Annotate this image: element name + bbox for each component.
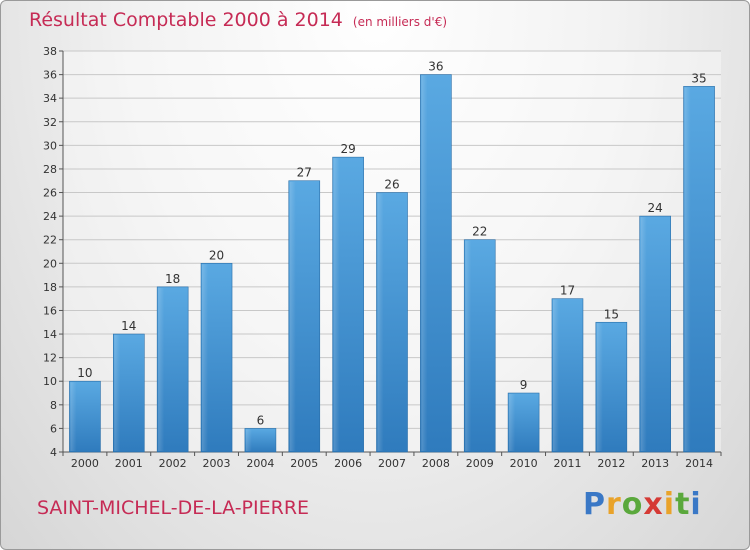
- x-tick-label-2013: 2013: [641, 457, 669, 470]
- chart-unit: (en milliers d'€): [352, 15, 448, 29]
- y-tick-label: 28: [43, 163, 57, 176]
- bar-highlight: [289, 181, 296, 451]
- bar-highlight: [377, 193, 384, 451]
- chart-title-text: Résultat Comptable 2000 à 2014: [29, 9, 343, 31]
- bar-highlight: [114, 335, 121, 451]
- bar-highlight: [684, 87, 691, 451]
- data-label-2012: 15: [604, 307, 619, 321]
- bar-highlight: [202, 264, 209, 451]
- logo-letter: o: [621, 487, 644, 522]
- y-tick-label: 24: [43, 210, 57, 223]
- data-label-2009: 22: [472, 225, 487, 239]
- y-tick-label: 12: [43, 352, 57, 365]
- bar-highlight: [552, 299, 559, 451]
- proxiti-logo[interactable]: Proxiti: [583, 487, 702, 522]
- y-tick-label: 38: [43, 45, 57, 58]
- logo-letter: P: [583, 487, 606, 522]
- data-label-2004: 6: [257, 413, 265, 427]
- x-tick-label-2002: 2002: [159, 457, 187, 470]
- data-label-2010: 9: [520, 378, 528, 392]
- y-tick-label: 22: [43, 234, 57, 247]
- data-label-2014: 35: [691, 71, 706, 85]
- data-label-2001: 14: [121, 319, 136, 333]
- x-tick-label-2007: 2007: [378, 457, 406, 470]
- x-tick-label-2005: 2005: [290, 457, 318, 470]
- y-tick-label: 6: [50, 422, 57, 435]
- bar-highlight: [333, 158, 340, 451]
- x-tick-label-2014: 2014: [685, 457, 713, 470]
- y-tick-label: 16: [43, 304, 57, 317]
- logo-letter: r: [606, 487, 622, 522]
- data-label-2002: 18: [165, 272, 180, 286]
- y-tick-label: 18: [43, 281, 57, 294]
- x-tick-label-2008: 2008: [422, 457, 450, 470]
- data-label-2005: 27: [297, 166, 312, 180]
- data-label-2008: 36: [428, 60, 443, 74]
- y-tick-label: 26: [43, 187, 57, 200]
- commune-name: SAINT-MICHEL-DE-LA-PIERRE: [37, 497, 310, 519]
- logo-letter: i: [663, 487, 676, 522]
- y-tick-label: 10: [43, 375, 57, 388]
- y-tick-label: 14: [43, 328, 57, 341]
- data-label-2006: 29: [340, 142, 355, 156]
- x-tick-label-2011: 2011: [553, 457, 581, 470]
- y-tick-label: 4: [50, 446, 57, 459]
- x-tick-label-2012: 2012: [597, 457, 625, 470]
- data-label-2000: 10: [77, 366, 92, 380]
- x-tick-label-2001: 2001: [115, 457, 143, 470]
- bar-highlight: [70, 382, 77, 451]
- bar-highlight: [158, 287, 165, 451]
- x-tick-label-2003: 2003: [203, 457, 231, 470]
- y-tick-label: 8: [50, 399, 57, 412]
- x-tick-label-2009: 2009: [466, 457, 494, 470]
- bar-highlight: [596, 323, 603, 451]
- data-label-2003: 20: [209, 248, 224, 262]
- y-tick-label: 32: [43, 116, 57, 129]
- bar-highlight: [640, 217, 647, 451]
- logo-letter: x: [643, 487, 664, 522]
- y-tick-label: 34: [43, 92, 57, 105]
- x-tick-label-2000: 2000: [71, 457, 99, 470]
- logo-letter: i: [690, 487, 702, 522]
- chart-title: Résultat Comptable 2000 à 2014 (en millie…: [29, 9, 447, 31]
- logo-letter: t: [675, 487, 691, 522]
- bar-2004[interactable]: [244, 428, 277, 453]
- x-tick-label-2010: 2010: [510, 457, 538, 470]
- y-tick-label: 36: [43, 69, 57, 82]
- data-label-2013: 24: [648, 201, 663, 215]
- y-tick-label: 20: [43, 257, 57, 270]
- bar-highlight: [245, 429, 252, 451]
- y-tick-label: 30: [43, 139, 57, 152]
- bar-highlight: [465, 240, 472, 451]
- data-label-2007: 26: [384, 178, 399, 192]
- bar-highlight: [509, 394, 516, 451]
- data-label-2011: 17: [560, 284, 575, 298]
- x-tick-label-2006: 2006: [334, 457, 362, 470]
- bar-highlight: [421, 75, 428, 452]
- x-tick-label-2004: 2004: [246, 457, 274, 470]
